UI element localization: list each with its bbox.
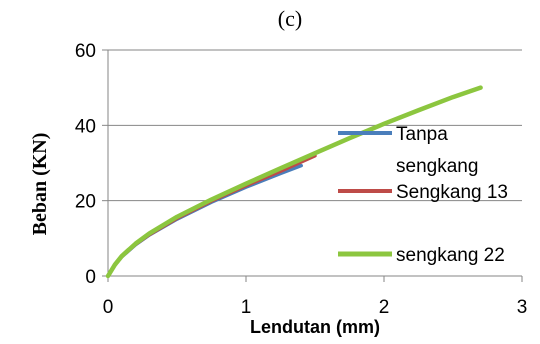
x-tick-label: 0 bbox=[103, 297, 114, 318]
x-axis-label: Lendutan (mm) bbox=[250, 317, 380, 337]
series-line-3 bbox=[105, 85, 483, 279]
axes bbox=[102, 49, 523, 282]
tick-labels: 0 20 40 60 0 1 2 3 bbox=[75, 41, 527, 318]
legend-label-1: sengkang bbox=[396, 156, 478, 177]
y-axis-label: Beban (KN) bbox=[29, 133, 51, 236]
y-tick-label: 40 bbox=[75, 116, 96, 137]
series-line-1 bbox=[106, 163, 303, 278]
x-tick-label: 3 bbox=[517, 297, 528, 318]
y-tick-label: 20 bbox=[75, 192, 96, 213]
y-tick-label: 0 bbox=[85, 267, 96, 288]
gridlines bbox=[108, 49, 522, 202]
series-lines bbox=[105, 85, 483, 279]
x-tick-label: 2 bbox=[379, 297, 390, 318]
chart-title: (c) bbox=[278, 6, 302, 31]
legend-label-2: Sengkang 13 bbox=[396, 182, 508, 203]
legend-label-3: sengkang 22 bbox=[396, 245, 505, 266]
legend-label-1: Tanpa bbox=[396, 124, 448, 145]
legend: Tanpa sengkang Sengkang 13 sengkang 22 bbox=[338, 124, 508, 266]
x-tick-label: 1 bbox=[241, 297, 252, 318]
y-tick-label: 60 bbox=[75, 41, 96, 62]
